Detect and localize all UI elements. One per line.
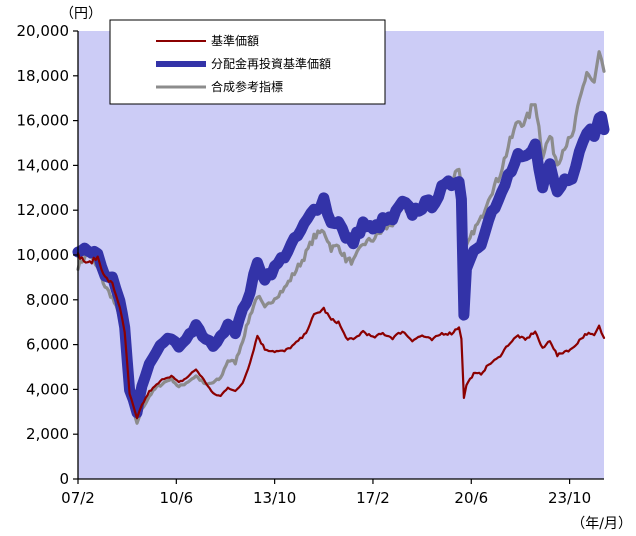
series-benchmark-line [76, 50, 606, 425]
series-nav-legend-label: 基準価額 [211, 33, 259, 48]
series-layer [72, 50, 610, 425]
y-tick-label: 12,000 [17, 201, 70, 219]
x-tick-label: 17/2 [356, 489, 390, 507]
x-tick-label: 07/2 [61, 489, 95, 507]
series-benchmark-legend-label: 合成参考指標 [211, 79, 283, 94]
y-tick-label: 10,000 [17, 246, 70, 264]
y-tick-label: 14,000 [17, 156, 70, 174]
y-tick-label: 4,000 [26, 380, 69, 398]
series-reinvested-nav-legend-label: 分配金再投資基準価額 [211, 56, 331, 71]
x-tick-label: 20/6 [454, 489, 488, 507]
y-tick-label: 20,000 [17, 22, 70, 40]
x-tick-label: 10/6 [159, 489, 193, 507]
y-tick-label: 18,000 [17, 67, 70, 85]
y-axis-ticks: 0 2,000 4,000 6,000 8,000 10,000 12,000 14,000 1… [17, 22, 78, 488]
series-reinvested-nav-line [72, 110, 610, 419]
legend-box [109, 19, 386, 105]
x-axis-unit: （年/月） [571, 516, 632, 532]
y-tick-label: 16,000 [17, 112, 70, 130]
y-tick-label: 2,000 [26, 425, 69, 443]
x-axis-ticks: 07/2 10/6 13/10 17/2 20/6 23/10 [61, 479, 591, 507]
y-tick-label: 8,000 [26, 291, 69, 309]
x-tick-label: 13/10 [253, 489, 296, 507]
y-axis-unit: （円） [60, 6, 102, 22]
y-tick-label: 6,000 [26, 336, 69, 354]
y-tick-label: 0 [59, 470, 69, 488]
x-tick-label: 23/10 [548, 489, 591, 507]
series-nav-line [76, 252, 606, 420]
